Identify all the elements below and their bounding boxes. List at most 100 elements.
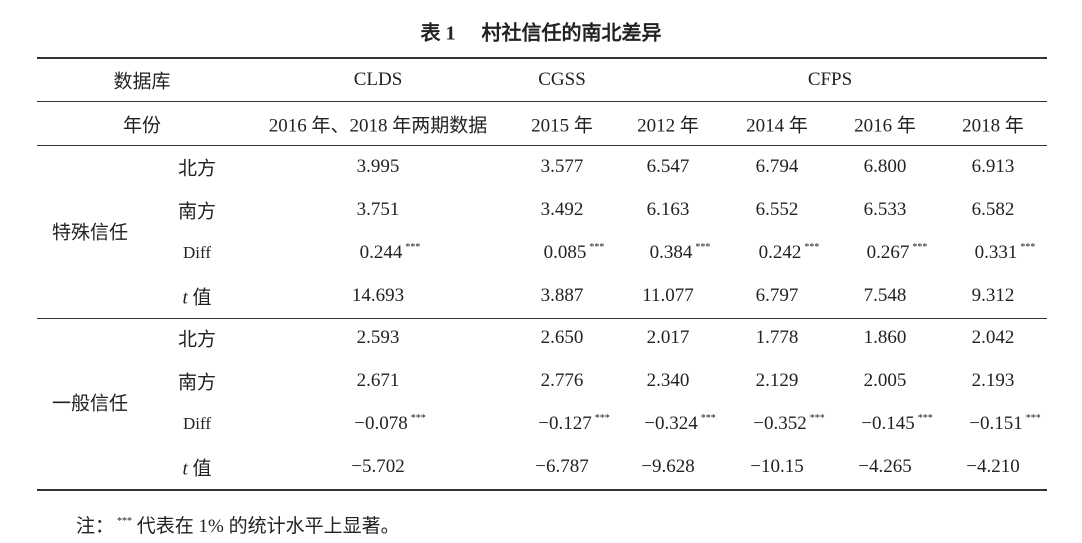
row-label: 南方 bbox=[177, 372, 217, 394]
cell-value: 0.085 bbox=[543, 242, 587, 263]
header-cell: 数据库 bbox=[113, 71, 171, 93]
cell: −6.787 bbox=[535, 456, 589, 477]
cell: 11.077 bbox=[642, 285, 694, 306]
header-cell: CFPS bbox=[807, 69, 853, 90]
cell-value: 0.384 bbox=[649, 242, 693, 263]
cell: 2.593 bbox=[356, 327, 400, 348]
cell: 3.887 bbox=[540, 285, 584, 306]
row-label-text: 值 bbox=[192, 458, 212, 480]
cell: 2.776 bbox=[540, 370, 584, 391]
cell-value: 0.331 bbox=[974, 242, 1018, 263]
row-label-var: t bbox=[182, 287, 188, 309]
cell: 0.242 *** bbox=[759, 242, 820, 264]
cell: 6.552 bbox=[755, 199, 799, 220]
significance: *** bbox=[1020, 242, 1036, 253]
cell-value: −0.324 bbox=[644, 413, 698, 434]
cell-value: 0.242 bbox=[758, 242, 802, 263]
cell-value: 0.267 bbox=[866, 242, 910, 263]
cell: 9.312 bbox=[971, 285, 1015, 306]
note-sig: *** bbox=[117, 516, 133, 527]
cell: 2.340 bbox=[646, 370, 690, 391]
cell: 0.244 *** bbox=[360, 242, 421, 264]
note: 注： *** 代表在 1% 的统计水平上显著。 bbox=[76, 511, 400, 538]
group-label: 一般信任 bbox=[51, 393, 129, 415]
significance: *** bbox=[912, 242, 928, 253]
row-label: Diff bbox=[182, 243, 212, 262]
header-cell: 2018 年 bbox=[962, 115, 1024, 137]
cell: 3.751 bbox=[356, 199, 400, 220]
rule bbox=[37, 318, 1047, 319]
note-prefix: 注： bbox=[76, 516, 115, 537]
header-cell: CGSS bbox=[538, 69, 586, 90]
header-cell: 2012 年 bbox=[637, 115, 699, 137]
rule bbox=[37, 145, 1047, 146]
cell: 6.794 bbox=[755, 156, 799, 177]
header-cell: 2016 年 bbox=[854, 115, 916, 137]
cell: 3.492 bbox=[540, 199, 584, 220]
row-label: 南方 bbox=[177, 201, 217, 223]
cell: 3.995 bbox=[356, 156, 400, 177]
cell: −4.265 bbox=[858, 456, 912, 477]
header-cell: 2014 年 bbox=[746, 115, 808, 137]
header-cell: 2016 年、2018 年两期数据 bbox=[268, 115, 488, 137]
row-label: 北方 bbox=[177, 158, 217, 180]
group-label: 特殊信任 bbox=[51, 222, 129, 244]
significance: *** bbox=[405, 242, 421, 253]
table-title: 表 1 村社信任的南北差异 bbox=[421, 17, 662, 46]
header-cell: CLDS bbox=[353, 69, 403, 90]
significance: *** bbox=[809, 413, 825, 424]
cell: 3.577 bbox=[540, 156, 584, 177]
cell-value: −0.127 bbox=[538, 413, 592, 434]
cell-value: −0.078 bbox=[354, 413, 408, 434]
bottom-rule bbox=[37, 489, 1047, 491]
cell: −0.145 *** bbox=[861, 413, 932, 435]
cell-value: −0.145 bbox=[861, 413, 915, 434]
significance: *** bbox=[594, 413, 610, 424]
cell: 6.913 bbox=[971, 156, 1015, 177]
cell: 0.331 *** bbox=[975, 242, 1036, 264]
cell: 0.085 *** bbox=[544, 242, 605, 264]
cell: 1.860 bbox=[863, 327, 907, 348]
top-rule bbox=[37, 57, 1047, 59]
cell: −9.628 bbox=[641, 456, 695, 477]
cell: −0.151 *** bbox=[969, 413, 1040, 435]
cell: 0.267 *** bbox=[867, 242, 928, 264]
cell: 6.797 bbox=[755, 285, 799, 306]
cell: 2.650 bbox=[540, 327, 584, 348]
significance: *** bbox=[410, 413, 426, 424]
cell: −0.352 *** bbox=[753, 413, 824, 435]
cell: 6.582 bbox=[971, 199, 1015, 220]
cell: −0.324 *** bbox=[644, 413, 715, 435]
table-number: 表 1 bbox=[420, 22, 456, 45]
cell: 6.800 bbox=[863, 156, 907, 177]
significance: *** bbox=[917, 413, 933, 424]
cell: 2.005 bbox=[863, 370, 907, 391]
cell-value: 0.244 bbox=[359, 242, 403, 263]
row-label: t 值 bbox=[182, 283, 211, 310]
significance: *** bbox=[1025, 413, 1041, 424]
cell: 1.778 bbox=[755, 327, 799, 348]
cell: −0.078 *** bbox=[354, 413, 425, 435]
rule bbox=[37, 101, 1047, 102]
header-cell: 2015 年 bbox=[531, 115, 593, 137]
cell: −10.15 bbox=[750, 456, 804, 477]
cell: −5.702 bbox=[351, 456, 405, 477]
cell: −4.210 bbox=[966, 456, 1020, 477]
row-label-text: 值 bbox=[192, 287, 212, 309]
cell: 2.042 bbox=[971, 327, 1015, 348]
cell: 2.193 bbox=[971, 370, 1015, 391]
cell: 14.693 bbox=[351, 285, 405, 306]
row-label-var: t bbox=[182, 458, 188, 480]
title-text: 村社信任的南北差异 bbox=[481, 22, 662, 45]
cell: 2.017 bbox=[646, 327, 690, 348]
cell: 6.163 bbox=[646, 199, 690, 220]
note-text: 代表在 1% 的统计水平上显著。 bbox=[136, 516, 400, 537]
row-label: 北方 bbox=[177, 329, 217, 351]
cell: 0.384 *** bbox=[650, 242, 711, 264]
cell: 7.548 bbox=[863, 285, 907, 306]
cell: 2.129 bbox=[755, 370, 799, 391]
significance: *** bbox=[700, 413, 716, 424]
cell-value: −0.352 bbox=[753, 413, 807, 434]
significance: *** bbox=[804, 242, 820, 253]
